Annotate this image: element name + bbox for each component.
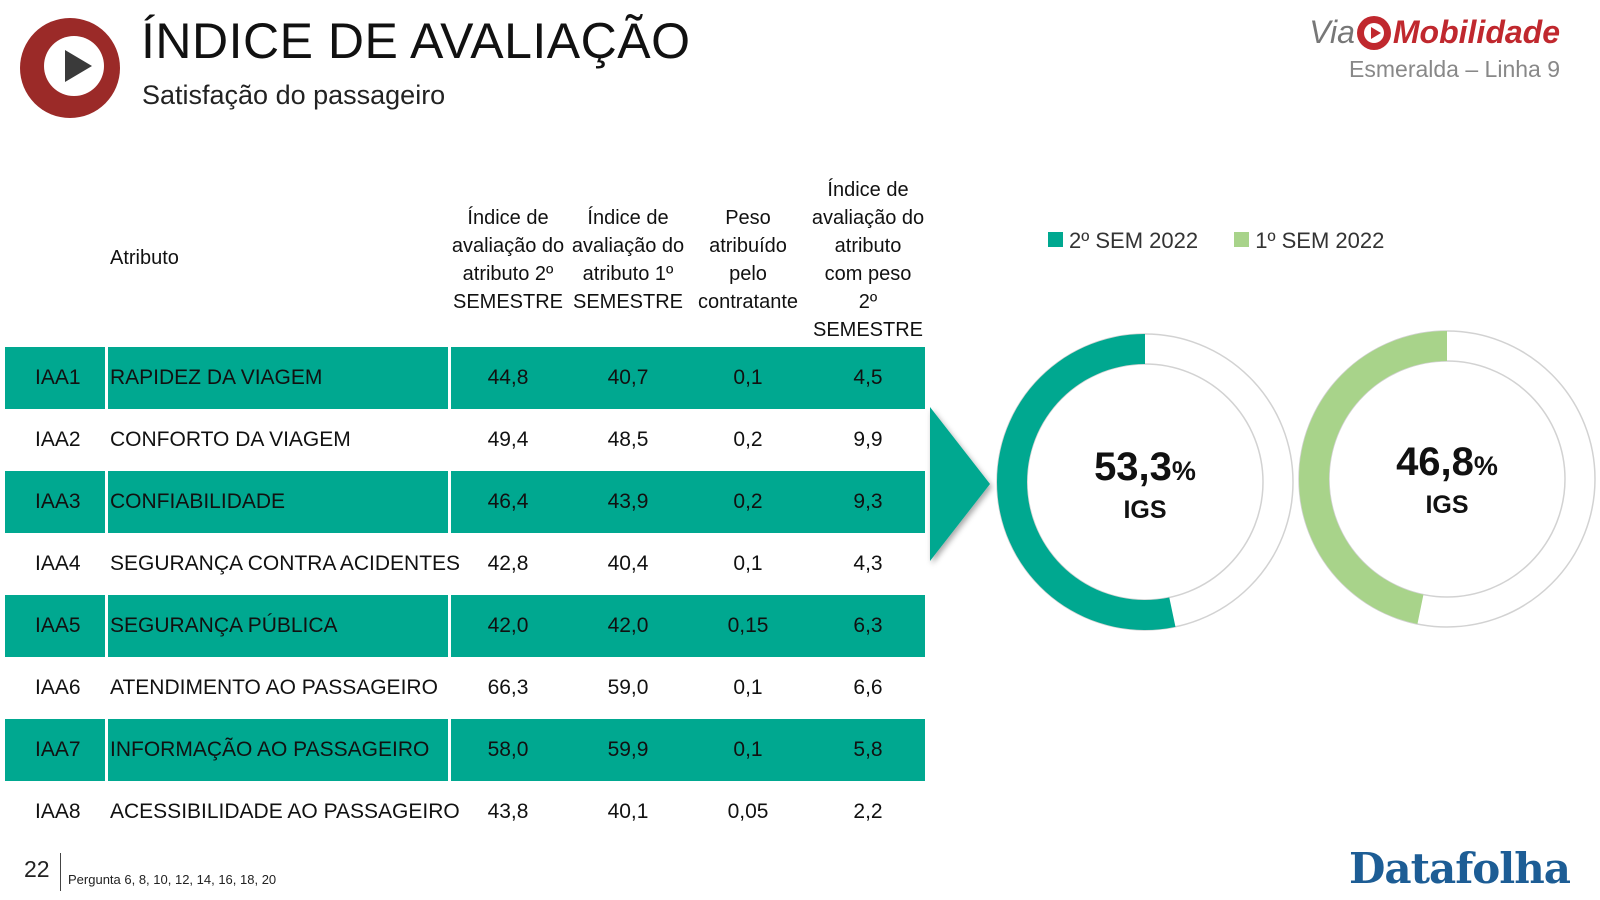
row-attribute: CONFORTO DA VIAGEM bbox=[110, 428, 351, 451]
header-attribute: Atributo bbox=[110, 247, 179, 269]
row-code: IAA6 bbox=[35, 676, 81, 699]
row-code: IAA5 bbox=[35, 614, 81, 637]
row-index-1sem: 48,5 bbox=[607, 428, 649, 451]
datafolha-logo: Datafolha bbox=[1348, 844, 1571, 893]
donut-label-2sem: IGS bbox=[1123, 496, 1166, 524]
row-weight: 0,1 bbox=[733, 738, 763, 761]
footer-divider bbox=[60, 853, 61, 891]
row-attribute: ATENDIMENTO AO PASSAGEIRO bbox=[110, 676, 438, 699]
row-index-2sem: 42,8 bbox=[487, 552, 529, 575]
row-index-1sem: 59,9 bbox=[607, 738, 649, 761]
page-title: ÍNDICE DE AVALIAÇÃO bbox=[141, 13, 691, 69]
viamobilidade-logo: Via Mobilidade Esmeralda – Linha 9 bbox=[1280, 12, 1560, 92]
row-index-1sem: 43,9 bbox=[607, 490, 649, 513]
row-weighted-index: 9,9 bbox=[853, 428, 883, 451]
header-index-1sem: Índice de avaliação do atributo 1º SEMESTRE bbox=[571, 207, 685, 313]
row-index-2sem: 66,3 bbox=[487, 676, 529, 699]
row-index-1sem: 59,0 bbox=[607, 676, 649, 699]
row-index-1sem: 40,4 bbox=[607, 552, 649, 575]
brand-play-icon bbox=[1356, 15, 1391, 50]
page-number: 22 bbox=[24, 856, 50, 882]
row-weighted-index: 6,6 bbox=[853, 676, 883, 699]
row-weighted-index: 4,5 bbox=[853, 366, 883, 389]
row-attribute: RAPIDEZ DA VIAGEM bbox=[110, 366, 323, 389]
legend-label-1sem: 1º SEM 2022 bbox=[1255, 228, 1385, 253]
row-index-1sem: 40,1 bbox=[607, 800, 649, 823]
row-weight: 0,1 bbox=[733, 552, 763, 575]
donut-arc-2sem bbox=[997, 334, 1176, 630]
row-code: IAA1 bbox=[35, 366, 81, 389]
row-weight: 0,1 bbox=[733, 676, 763, 699]
row-code: IAA4 bbox=[35, 552, 81, 575]
legend-swatch-1sem bbox=[1234, 232, 1250, 247]
row-attribute: SEGURANÇA PÚBLICA bbox=[110, 614, 338, 637]
row-code: IAA2 bbox=[35, 428, 81, 451]
table-row: IAA4 SEGURANÇA CONTRA ACIDENTES 42,8 40,… bbox=[5, 533, 925, 595]
donut-label-1sem: IGS bbox=[1425, 491, 1468, 519]
row-code: IAA8 bbox=[35, 800, 81, 823]
header-index-2sem: Índice de avaliação do atributo 2º SEMESTRE bbox=[451, 207, 565, 313]
page-subtitle: Satisfação do passageiro bbox=[142, 80, 446, 110]
row-weight: 0,1 bbox=[733, 366, 763, 389]
brand-name-text: Mobilidade bbox=[1392, 14, 1560, 50]
header-weight: Peso atribuído pelo contratante bbox=[697, 207, 799, 313]
row-index-2sem: 44,8 bbox=[487, 366, 529, 389]
table-row: IAA3 CONFIABILIDADE 46,4 43,9 0,2 9,3 bbox=[5, 471, 925, 533]
row-weight: 0,2 bbox=[733, 428, 763, 451]
arrow-right-icon bbox=[930, 407, 990, 561]
brand-line-text: Esmeralda – Linha 9 bbox=[1349, 56, 1560, 82]
donut-value-2sem: 53,3% bbox=[1094, 445, 1196, 489]
donut-value-1sem: 46,8% bbox=[1396, 440, 1498, 484]
row-index-2sem: 43,8 bbox=[487, 800, 529, 823]
table-row: IAA8 ACESSIBILIDADE AO PASSAGEIRO 43,8 4… bbox=[5, 781, 925, 843]
row-weighted-index: 5,8 bbox=[853, 738, 883, 761]
row-code: IAA3 bbox=[35, 490, 81, 513]
row-code: IAA7 bbox=[35, 738, 81, 761]
row-attribute: INFORMAÇÃO AO PASSAGEIRO bbox=[110, 738, 430, 761]
table-row: IAA2 CONFORTO DA VIAGEM 49,4 48,5 0,2 9,… bbox=[5, 409, 925, 471]
table-row: IAA7 INFORMAÇÃO AO PASSAGEIRO 58,0 59,9 … bbox=[5, 719, 925, 781]
header-weighted-index: Índice de avaliação do atributo com peso 2º S… bbox=[811, 179, 925, 341]
donut-arc-1sem bbox=[1298, 331, 1447, 625]
row-index-2sem: 46,4 bbox=[487, 490, 529, 513]
row-weight: 0,15 bbox=[727, 614, 769, 637]
row-attribute: CONFIABILIDADE bbox=[110, 490, 286, 513]
donut-2sem: 53,3% IGS bbox=[996, 333, 1294, 631]
table-row: IAA6 ATENDIMENTO AO PASSAGEIRO 66,3 59,0… bbox=[5, 657, 925, 719]
row-attribute: SEGURANÇA CONTRA ACIDENTES bbox=[110, 552, 461, 575]
table-row: IAA5 SEGURANÇA PÚBLICA 42,0 42,0 0,15 6,… bbox=[5, 595, 925, 657]
row-weighted-index: 9,3 bbox=[853, 490, 883, 513]
brand-via-text: Via bbox=[1309, 14, 1355, 50]
row-index-1sem: 40,7 bbox=[607, 366, 649, 389]
row-index-2sem: 58,0 bbox=[487, 738, 529, 761]
row-weight: 0,05 bbox=[727, 800, 769, 823]
row-index-2sem: 42,0 bbox=[487, 614, 529, 637]
donut-1sem: 46,8% IGS bbox=[1298, 330, 1596, 628]
legend-item-2sem: 2º SEM 2022 bbox=[1048, 228, 1198, 254]
table-row: IAA1 RAPIDEZ DA VIAGEM 44,8 40,7 0,1 4,5 bbox=[5, 347, 925, 409]
row-weighted-index: 4,3 bbox=[853, 552, 883, 575]
legend-label-2sem: 2º SEM 2022 bbox=[1069, 228, 1199, 253]
play-logo-icon bbox=[20, 18, 120, 118]
row-attribute: ACESSIBILIDADE AO PASSAGEIRO bbox=[110, 800, 460, 823]
chart-legend: 2º SEM 2022 1º SEM 2022 bbox=[1048, 228, 1414, 254]
legend-swatch-2sem bbox=[1048, 232, 1063, 247]
row-index-1sem: 42,0 bbox=[607, 614, 649, 637]
row-index-2sem: 49,4 bbox=[487, 428, 529, 451]
footer-questions: Pergunta 6, 8, 10, 12, 14, 16, 18, 20 bbox=[68, 872, 277, 887]
row-weighted-index: 2,2 bbox=[853, 800, 883, 823]
legend-item-1sem: 1º SEM 2022 bbox=[1234, 228, 1384, 254]
row-weight: 0,2 bbox=[733, 490, 763, 513]
row-weighted-index: 6,3 bbox=[853, 614, 883, 637]
